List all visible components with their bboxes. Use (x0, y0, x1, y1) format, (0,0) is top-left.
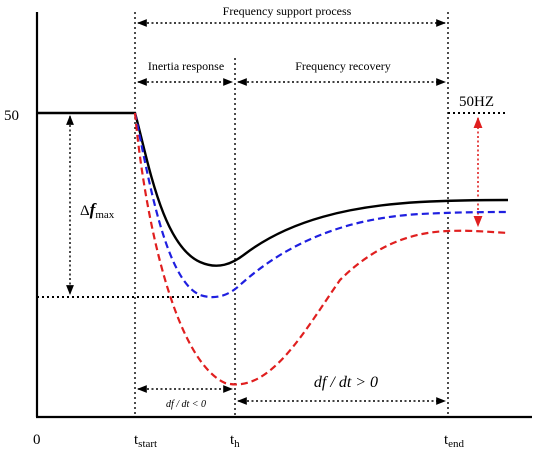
t-start-label: tstart (134, 432, 157, 450)
red-frequency-curve (133, 112, 509, 386)
delta-f-max-label: Δfmax (80, 200, 115, 221)
blue-frequency-curve (133, 112, 509, 299)
inertia-response-label: Inertia response (148, 59, 224, 73)
dfdt-negative-label: df / dt < 0 (166, 399, 206, 410)
t-end-label: tend (444, 432, 465, 450)
nominal-frequency-label: 50HZ (459, 94, 494, 110)
dfdt-positive-label: df / dt > 0 (314, 374, 378, 391)
frequency-recovery-label: Frequency recovery (295, 59, 391, 73)
x-origin-label: 0 (33, 432, 41, 448)
frequency-support-label: Frequency support process (223, 4, 352, 18)
t-h-label: th (230, 432, 240, 450)
black-frequency-curve (37, 111, 509, 267)
y-tick-50: 50 (4, 108, 19, 124)
